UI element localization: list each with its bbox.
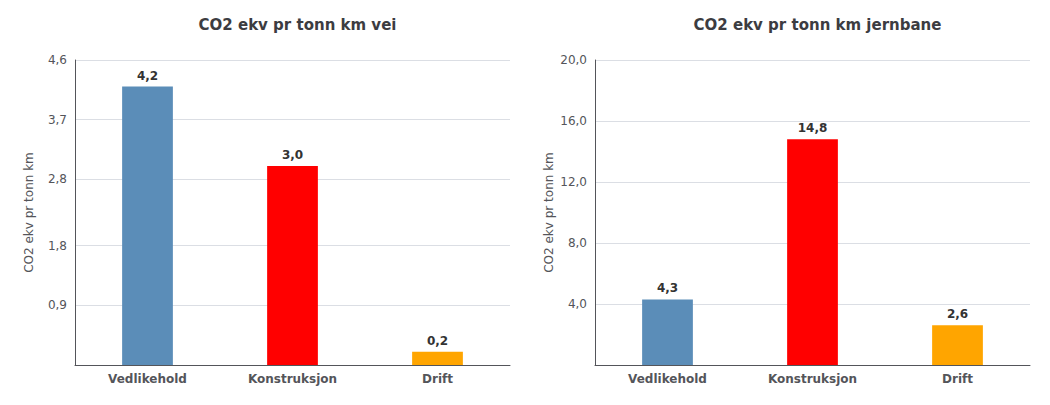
svg-text:4,6: 4,6: [48, 53, 67, 67]
svg-text:2,8: 2,8: [48, 172, 67, 186]
svg-text:CO2 ekv pr tonn km: CO2 ekv pr tonn km: [22, 152, 36, 273]
svg-text:2,6: 2,6: [947, 307, 968, 321]
svg-text:CO2 ekv pr tonn km vei: CO2 ekv pr tonn km vei: [199, 16, 397, 34]
svg-text:16,0: 16,0: [560, 114, 587, 128]
svg-text:Drift: Drift: [942, 372, 973, 386]
svg-text:Konstruksjon: Konstruksjon: [248, 372, 337, 386]
svg-text:Drift: Drift: [422, 372, 453, 386]
svg-text:CO2 ekv pr tonn km jernbane: CO2 ekv pr tonn km jernbane: [694, 16, 942, 34]
svg-text:CO2 ekv pr tonn km: CO2 ekv pr tonn km: [542, 152, 556, 273]
svg-text:8,0: 8,0: [568, 236, 587, 250]
svg-text:12,0: 12,0: [560, 175, 587, 189]
svg-text:Vedlikehold: Vedlikehold: [108, 372, 187, 386]
svg-text:Konstruksjon: Konstruksjon: [768, 372, 857, 386]
svg-text:Vedlikehold: Vedlikehold: [628, 372, 707, 386]
svg-text:3,7: 3,7: [48, 113, 67, 127]
svg-text:3,0: 3,0: [282, 148, 303, 162]
svg-text:0,9: 0,9: [48, 298, 67, 312]
svg-text:14,8: 14,8: [798, 121, 828, 135]
svg-text:4,2: 4,2: [137, 69, 158, 83]
svg-text:20,0: 20,0: [560, 53, 587, 67]
svg-text:0,2: 0,2: [427, 334, 448, 348]
svg-text:4,0: 4,0: [568, 297, 587, 311]
svg-text:4,3: 4,3: [657, 281, 678, 295]
svg-text:1,8: 1,8: [48, 239, 67, 253]
